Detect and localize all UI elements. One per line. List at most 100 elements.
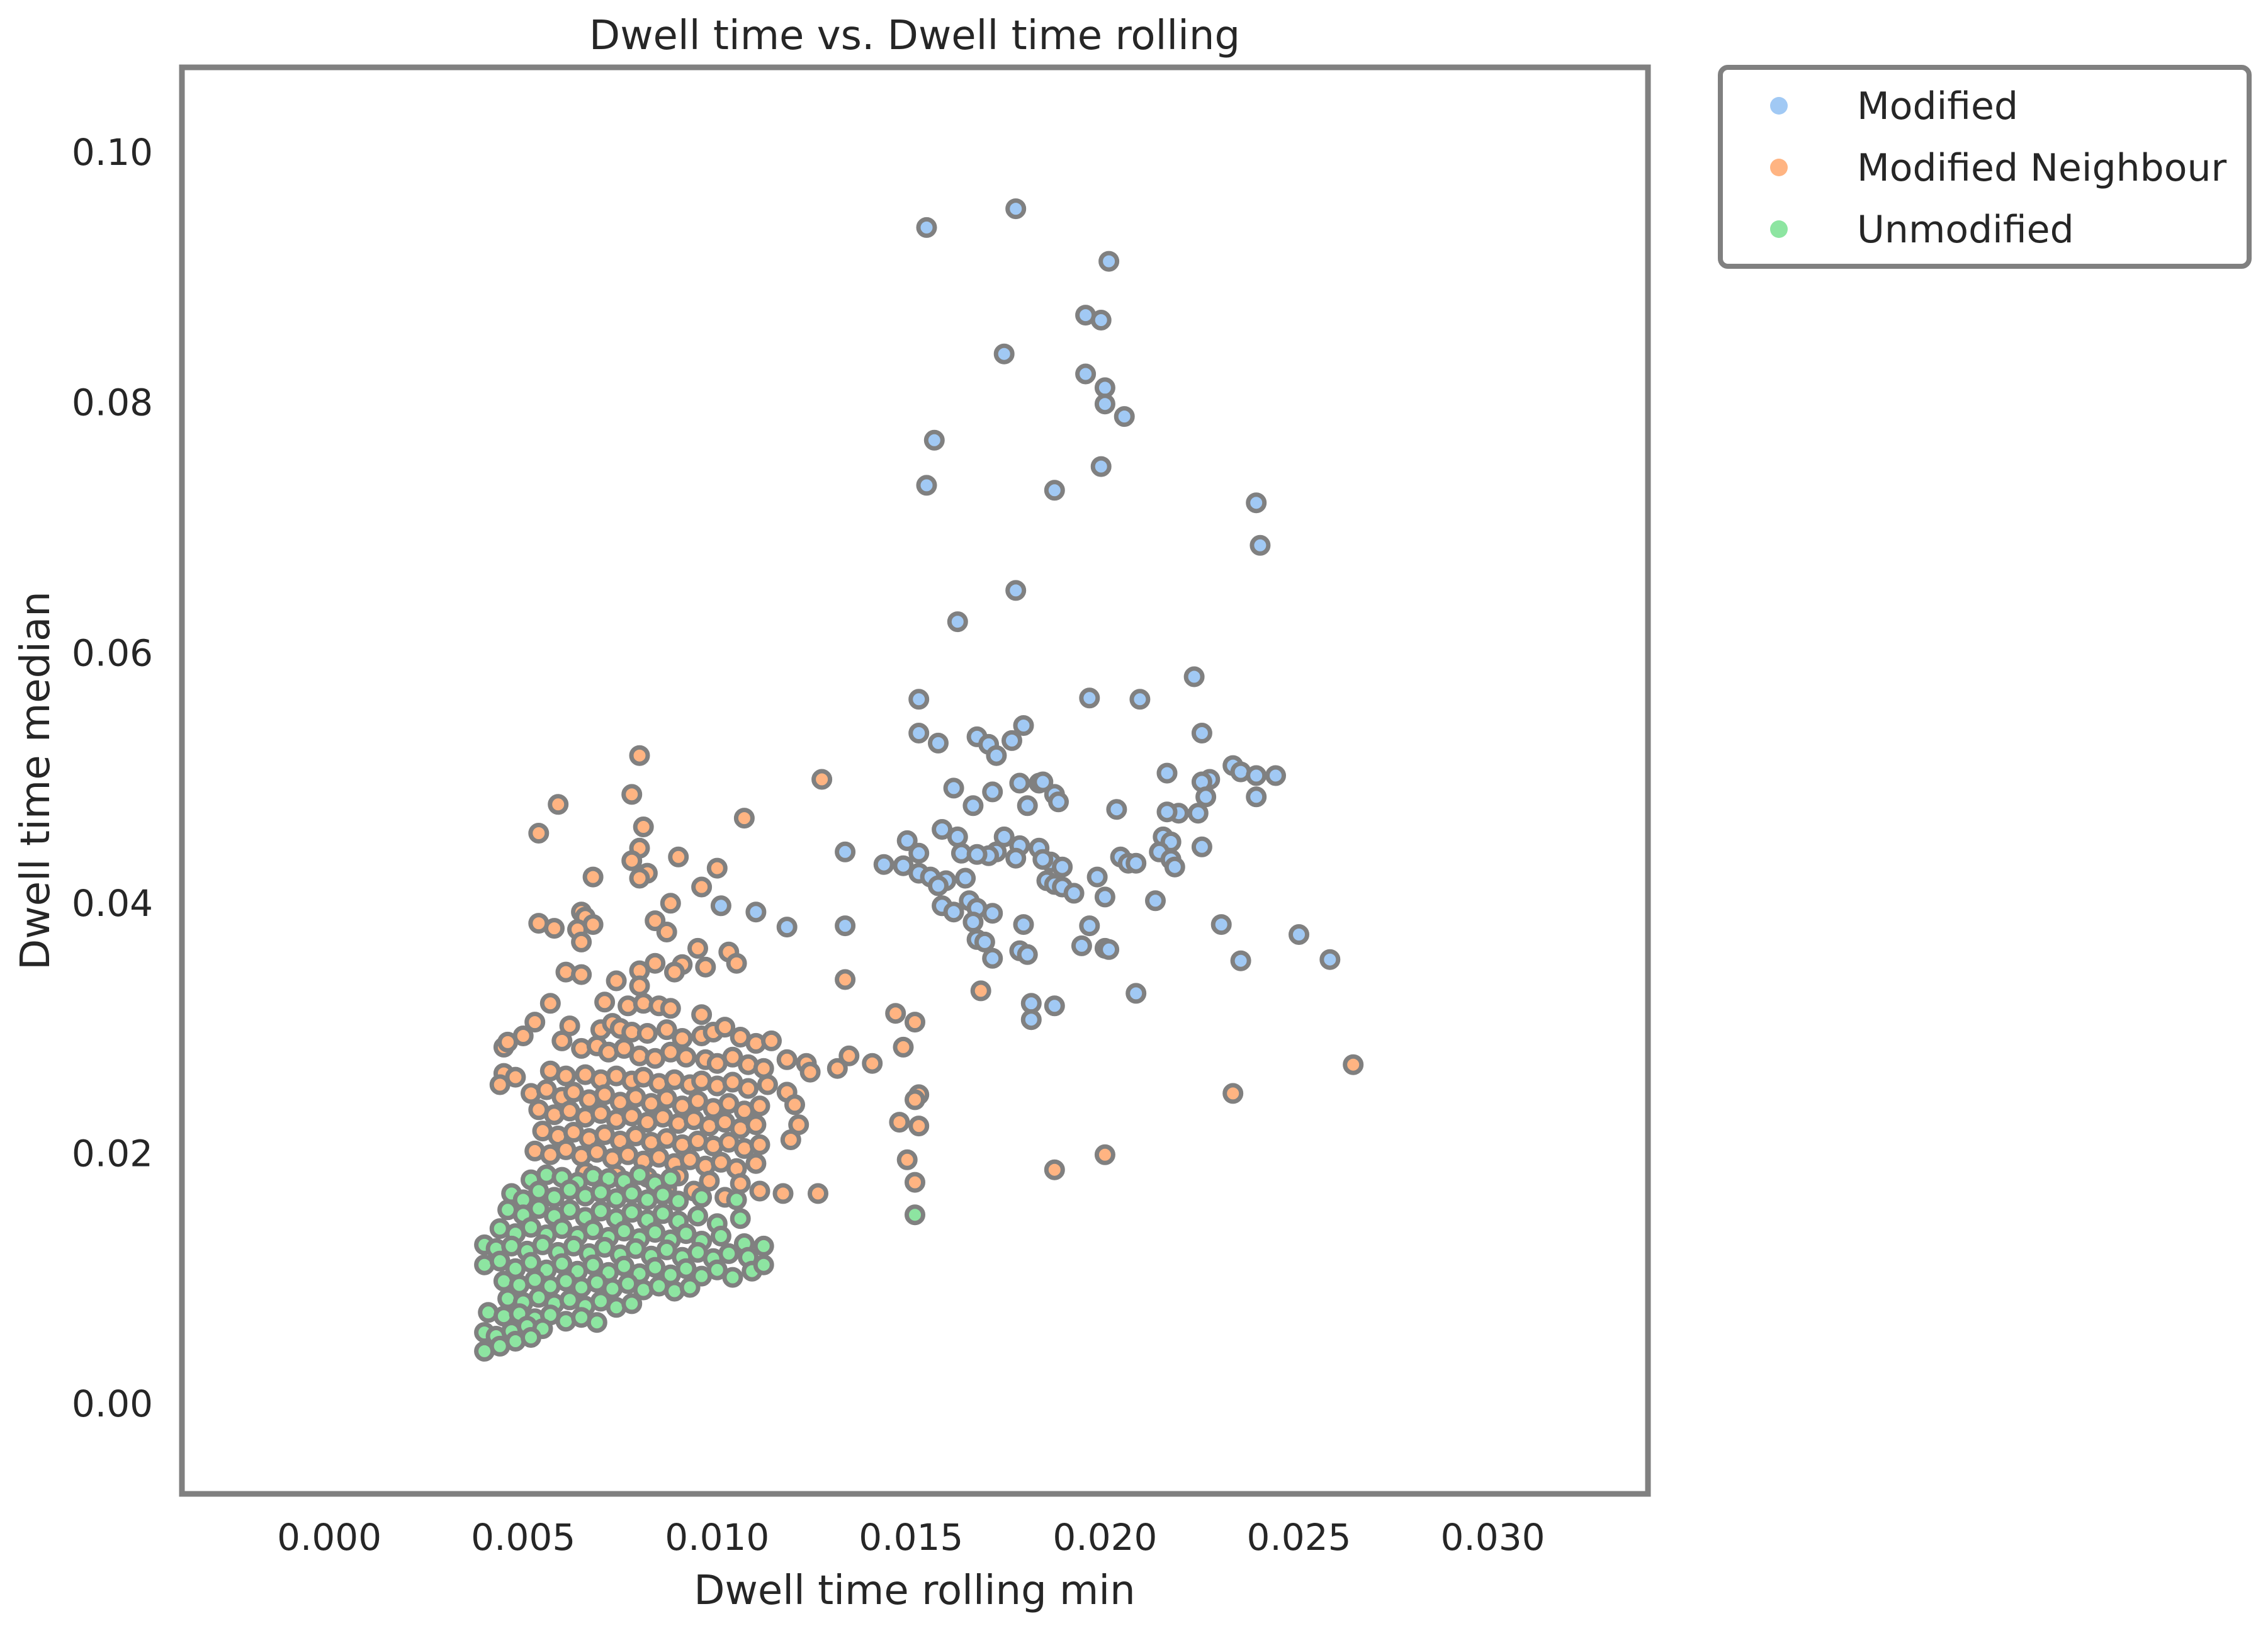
data-point xyxy=(636,1023,658,1044)
data-point xyxy=(656,1019,677,1041)
data-point xyxy=(745,1114,767,1136)
data-point xyxy=(827,1058,848,1079)
data-point xyxy=(1013,914,1034,935)
x-tick-label: 0.020 xyxy=(1052,1516,1157,1559)
data-point xyxy=(645,952,666,974)
data-point xyxy=(749,1134,770,1155)
legend-frame xyxy=(1718,65,2252,269)
data-point xyxy=(986,745,1007,766)
data-point xyxy=(1017,795,1038,816)
legend-marker xyxy=(1770,97,1788,115)
data-point xyxy=(629,745,650,766)
data-point xyxy=(668,1190,689,1212)
data-point xyxy=(784,1094,805,1116)
data-point xyxy=(730,1173,751,1194)
data-point xyxy=(1001,730,1022,751)
data-point xyxy=(749,1095,770,1117)
data-point xyxy=(1129,689,1151,710)
data-point xyxy=(1032,771,1054,793)
data-point xyxy=(548,794,569,815)
data-point xyxy=(1156,801,1178,823)
data-point xyxy=(551,1030,573,1051)
data-point xyxy=(1086,866,1108,888)
data-point xyxy=(1250,534,1271,556)
y-tick-label: 0.02 xyxy=(72,1132,153,1175)
data-point xyxy=(710,1226,731,1246)
legend-marker xyxy=(1770,220,1788,238)
data-point xyxy=(753,1058,774,1079)
data-point xyxy=(1063,883,1085,904)
data-point xyxy=(625,1238,646,1259)
x-tick-label: 0.000 xyxy=(277,1516,381,1559)
data-point xyxy=(916,217,937,238)
data-point xyxy=(571,964,592,985)
data-point xyxy=(594,1236,616,1258)
data-point xyxy=(1126,852,1147,874)
x-tick-label: 0.030 xyxy=(1440,1516,1545,1559)
data-point xyxy=(1032,849,1054,870)
data-point xyxy=(1191,836,1212,857)
data-point xyxy=(563,1235,584,1257)
data-point xyxy=(1094,1144,1115,1165)
data-point xyxy=(1343,1054,1364,1075)
data-point xyxy=(1156,762,1178,784)
data-point xyxy=(1098,251,1120,272)
data-point xyxy=(586,1312,607,1333)
data-point xyxy=(714,1017,736,1038)
x-axis-label: Dwell time rolling min xyxy=(694,1568,1135,1614)
data-point xyxy=(621,784,643,805)
data-point xyxy=(524,1012,546,1033)
data-point xyxy=(908,689,930,710)
series-modified xyxy=(710,198,1341,1031)
series-unmodified xyxy=(474,1164,925,1362)
data-point xyxy=(1246,786,1267,808)
data-point xyxy=(905,1172,925,1193)
series-modified-neighbour xyxy=(489,745,1364,1208)
data-point xyxy=(889,1112,910,1133)
data-point xyxy=(776,1049,798,1070)
x-axis-ticks: 0.000 0.005 0.010 0.015 0.020 0.025 0.030 xyxy=(277,1516,1545,1559)
data-point xyxy=(672,1028,693,1049)
y-axis-label: Dwell time median xyxy=(13,591,59,970)
data-point xyxy=(982,781,1003,803)
data-point xyxy=(1187,803,1209,824)
data-point xyxy=(1052,856,1073,878)
data-point xyxy=(955,867,976,889)
y-tick-label: 0.04 xyxy=(72,882,153,925)
legend: Modified Modified Neighbour Unmodified xyxy=(1718,65,2252,269)
data-point xyxy=(943,901,964,923)
data-point xyxy=(908,723,930,743)
data-point xyxy=(1005,847,1027,869)
data-point xyxy=(645,1222,666,1243)
data-point xyxy=(1013,715,1034,736)
data-point xyxy=(772,1183,794,1204)
data-point xyxy=(675,1046,697,1068)
data-point xyxy=(544,1187,565,1208)
data-point xyxy=(544,918,565,939)
data-point xyxy=(838,1045,860,1066)
data-point xyxy=(582,1219,604,1241)
data-point xyxy=(629,975,650,997)
data-point xyxy=(908,1116,930,1137)
data-point xyxy=(539,993,561,1014)
legend-label: Unmodified xyxy=(1857,208,2074,252)
x-tick-label: 0.005 xyxy=(471,1516,575,1559)
data-point xyxy=(1079,915,1100,937)
data-point xyxy=(1020,1009,1042,1031)
data-point xyxy=(613,1221,635,1242)
data-point xyxy=(928,875,949,896)
data-point xyxy=(563,1082,584,1103)
data-point xyxy=(1071,935,1092,956)
data-point xyxy=(521,1327,541,1348)
data-point xyxy=(916,475,937,496)
data-point xyxy=(656,1088,677,1109)
data-point xyxy=(1183,666,1205,687)
data-point xyxy=(1289,924,1309,945)
data-points xyxy=(474,198,1364,1362)
data-point xyxy=(521,1217,541,1238)
data-point xyxy=(761,1030,782,1051)
data-point xyxy=(691,1004,713,1026)
data-point xyxy=(691,876,713,898)
data-point xyxy=(489,1250,511,1272)
